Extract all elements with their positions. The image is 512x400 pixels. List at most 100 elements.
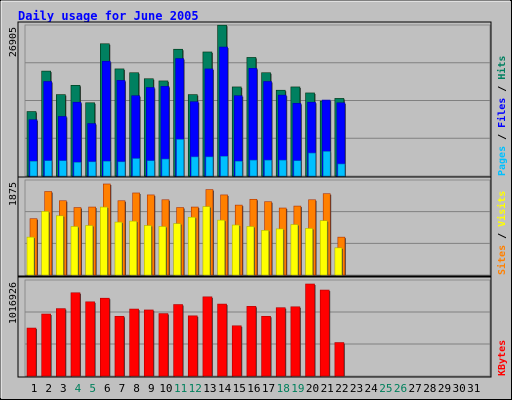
bar-pages-day-13 (205, 156, 214, 177)
x-tick-label-day-30: 30 (453, 382, 466, 395)
bar-sites-day-5 (85, 225, 93, 276)
bar-sites-day-14 (217, 219, 225, 276)
x-tick-label-day-1: 1 (31, 382, 38, 395)
panel-visits-legend: Sites / Visits (496, 191, 508, 275)
bar-sites-day-17 (261, 230, 269, 276)
bar-sites-day-3 (56, 215, 64, 276)
x-tick-label-day-2: 2 (45, 382, 52, 395)
panel-kbytes: 1016926 KBytes (8, 276, 508, 378)
x-tick-label-day-14: 14 (218, 382, 232, 395)
bar-sites-day-15 (231, 224, 240, 276)
bar-sites-day-10 (158, 226, 167, 276)
bar-sites-day-13 (202, 206, 211, 276)
chart-title: Daily usage for June 2005 (18, 9, 199, 23)
bar-kbytes-day-8 (129, 308, 139, 377)
x-tick-label-day-17: 17 (262, 382, 275, 395)
bar-sites-day-18 (275, 228, 284, 276)
bar-kbytes-day-10 (158, 313, 169, 377)
bar-sites-day-7 (114, 221, 123, 276)
x-tick-label-day-26: 26 (394, 382, 407, 395)
bar-kbytes-day-2 (41, 313, 51, 377)
bar-pages-day-15 (234, 160, 243, 177)
bar-sites-day-11 (173, 223, 181, 276)
bar-sites-day-2 (41, 211, 49, 276)
bar-sites-day-6 (100, 206, 108, 276)
x-tick-label-day-9: 9 (148, 382, 155, 395)
bar-sites-day-8 (129, 220, 137, 276)
x-tick-label-day-5: 5 (89, 382, 96, 395)
legend-entry: Pages (497, 146, 508, 176)
bar-kbytes-day-21 (319, 289, 330, 377)
legend-entry: / (497, 227, 508, 245)
bar-sites-day-21 (319, 220, 328, 276)
legend-entry: KBytes (497, 340, 508, 376)
panel-hits-legend: Pages / Files / Hits (496, 56, 508, 176)
legend-entry: Hits (496, 56, 508, 80)
bar-sites-day-22 (334, 247, 343, 276)
bar-kbytes-day-22 (334, 342, 345, 377)
x-tick-label-day-21: 21 (321, 382, 334, 395)
bar-sites-day-12 (187, 216, 196, 276)
bar-kbytes-day-5 (85, 301, 95, 377)
bar-pages-day-21 (322, 151, 331, 177)
bar-kbytes-day-12 (187, 315, 198, 377)
bar-files-day-6 (102, 60, 111, 177)
legend-entry: / (497, 80, 508, 98)
bar-sites-day-4 (70, 226, 79, 276)
x-tick-label-day-18: 18 (277, 382, 290, 395)
x-tick-label-day-8: 8 (133, 382, 140, 395)
x-tick-label-day-3: 3 (60, 382, 67, 395)
bar-files-day-16 (248, 68, 258, 177)
bar-pages-day-11 (176, 139, 184, 177)
bar-pages-day-9 (146, 160, 155, 177)
bar-pages-day-5 (88, 161, 96, 177)
x-tick-label-day-23: 23 (350, 382, 363, 395)
x-tick-label-day-25: 25 (379, 382, 392, 395)
bar-pages-day-17 (264, 159, 272, 177)
x-tick-label-day-11: 11 (174, 382, 187, 395)
panel-kbytes-legend: KBytes (497, 340, 508, 376)
bar-sites-day-20 (305, 228, 313, 276)
x-tick-label-day-13: 13 (203, 382, 216, 395)
legend-entry: / (497, 128, 508, 146)
bar-sites-day-1 (26, 236, 35, 276)
x-tick-label-day-29: 29 (438, 382, 451, 395)
legend-entry: Sites (496, 245, 508, 275)
bar-kbytes-day-9 (143, 309, 154, 377)
panel-kbytes-max-label: 1016926 (8, 282, 19, 324)
x-tick-label-day-6: 6 (104, 382, 111, 395)
x-tick-label-day-24: 24 (365, 382, 379, 395)
bar-pages-day-7 (117, 161, 126, 177)
x-tick-label-day-10: 10 (159, 382, 172, 395)
bar-pages-day-10 (161, 158, 170, 177)
bar-kbytes-day-19 (290, 306, 301, 377)
x-tick-label-day-20: 20 (306, 382, 319, 395)
x-tick-label-day-19: 19 (291, 382, 304, 395)
bar-kbytes-day-6 (100, 297, 110, 377)
bar-pages-day-8 (132, 158, 140, 177)
bar-pages-day-12 (190, 156, 199, 177)
bar-pages-day-4 (73, 162, 82, 177)
bar-sites-day-16 (246, 226, 255, 276)
legend-entry: Files (496, 98, 508, 128)
panel-hits: 26905 Pages / Files / Hits (8, 21, 508, 178)
x-tick-label-day-28: 28 (423, 382, 436, 395)
x-tick-label-day-4: 4 (75, 382, 82, 395)
bar-sites-day-19 (290, 224, 299, 276)
x-tick-label-day-22: 22 (335, 382, 348, 395)
bar-kbytes-day-11 (173, 304, 183, 377)
bar-pages-day-6 (103, 160, 111, 177)
x-tick-label-day-27: 27 (409, 382, 422, 395)
panel-visits-max-label: 1875 (8, 182, 19, 206)
bar-pages-day-14 (220, 156, 228, 177)
bar-kbytes-day-1 (26, 327, 37, 377)
bar-pages-day-1 (29, 160, 38, 177)
x-tick-label-day-15: 15 (233, 382, 246, 395)
bar-kbytes-day-20 (305, 283, 315, 377)
bar-kbytes-day-7 (114, 315, 125, 377)
bar-pages-day-18 (278, 159, 287, 177)
x-tick-label-day-16: 16 (247, 382, 260, 395)
bar-kbytes-day-16 (246, 306, 257, 377)
x-tick-label-day-31: 31 (467, 382, 480, 395)
